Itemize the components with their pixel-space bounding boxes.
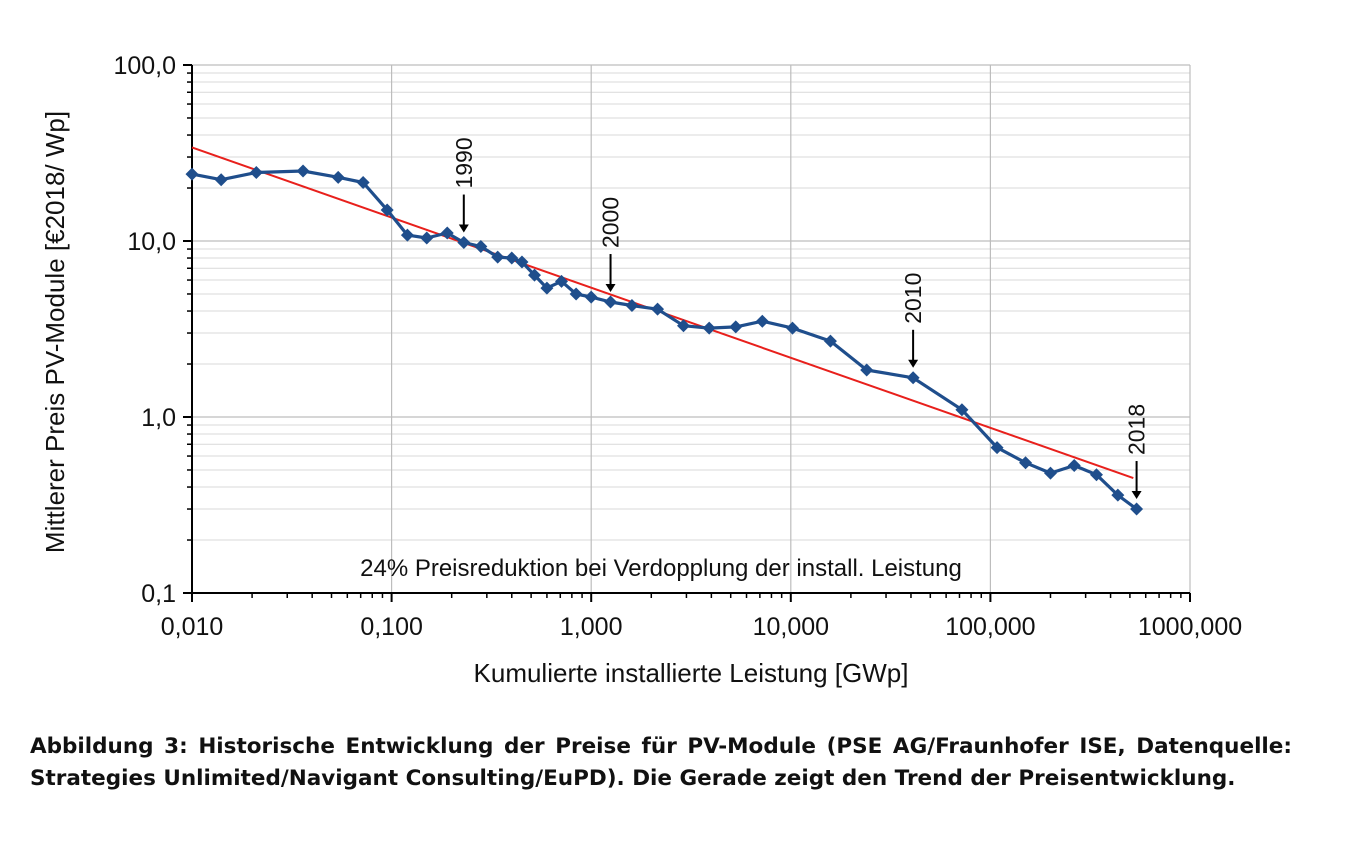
data-point-marker (676, 319, 690, 333)
data-point-marker (729, 320, 743, 334)
data-point-marker (331, 170, 345, 184)
data-point-marker (491, 250, 505, 264)
x-tick-label: 0,010 (161, 613, 224, 641)
data-point-marker (584, 290, 598, 304)
y-tick-label: 0,1 (141, 580, 176, 608)
data-point-marker (604, 295, 618, 309)
annotation-arrow-head (908, 359, 919, 368)
data-point-marker (515, 255, 529, 269)
data-point-marker (786, 321, 800, 335)
figure-caption: Abbildung 3: Historische Entwicklung der… (30, 734, 1292, 791)
data-point-marker (555, 274, 569, 288)
data-point-marker (860, 363, 874, 377)
data-point-marker (651, 302, 665, 316)
data-point-marker (457, 236, 471, 250)
annotation-arrow-head (605, 284, 616, 293)
data-point-marker (185, 167, 199, 181)
data-point-marker (474, 240, 488, 254)
data-point-marker (625, 299, 639, 313)
data-point-marker (1067, 459, 1081, 473)
data-point-marker (540, 281, 554, 295)
year-annotation-label: 2010 (900, 273, 926, 324)
data-point-marker (823, 334, 837, 348)
data-point-marker (380, 203, 394, 217)
data-point-marker (356, 175, 370, 189)
price-reduction-note: 24% Preisreduktion bei Verdopplung der i… (360, 555, 962, 582)
x-tick-label: 0,100 (360, 613, 423, 641)
x-tick-label: 1,000 (560, 613, 623, 641)
x-tick-label: 10,000 (753, 613, 829, 641)
annotation-arrow-head (1131, 491, 1142, 500)
data-point-marker (296, 164, 310, 178)
x-tick-label: 1000,000 (1138, 613, 1242, 641)
data-point-marker (702, 321, 716, 335)
data-point-marker (440, 226, 454, 240)
data-point-marker (505, 251, 519, 265)
y-tick-label: 1,0 (141, 404, 176, 432)
y-axis-title: Mittlerer Preis PV-Module [€2018/ Wp] (40, 111, 70, 553)
price-series-line (191, 169, 1138, 511)
data-point-marker (906, 371, 920, 385)
data-point-marker (528, 268, 542, 282)
annotation-arrow-head (458, 224, 469, 233)
price-learning-curve-chart: 0,1 1,0 10,0 100,0 0,010 0,100 1,000 10,000 100,… (40, 52, 1242, 688)
year-annotation-label: 1990 (451, 137, 477, 188)
y-tick-label: 10,0 (127, 228, 176, 256)
data-point-marker (249, 166, 263, 180)
data-point-marker (1019, 456, 1033, 470)
data-point-marker (569, 287, 583, 301)
data-point-marker (990, 441, 1004, 455)
year-annotation-label: 2018 (1124, 404, 1150, 455)
year-annotation-label: 2000 (598, 197, 624, 248)
data-point-marker (400, 228, 414, 242)
x-axis-title: Kumulierte installierte Leistung [GWp] (474, 658, 909, 688)
data-point-marker (214, 173, 228, 187)
data-point-marker (1043, 466, 1057, 480)
data-point-marker (755, 314, 769, 328)
x-tick-label: 100,000 (945, 613, 1035, 641)
data-point-marker (1130, 502, 1144, 516)
data-point-marker (1111, 488, 1125, 502)
data-point-marker (1089, 468, 1103, 482)
y-tick-label: 100,0 (113, 52, 176, 80)
data-point-marker (955, 403, 969, 417)
data-point-marker (420, 231, 434, 245)
